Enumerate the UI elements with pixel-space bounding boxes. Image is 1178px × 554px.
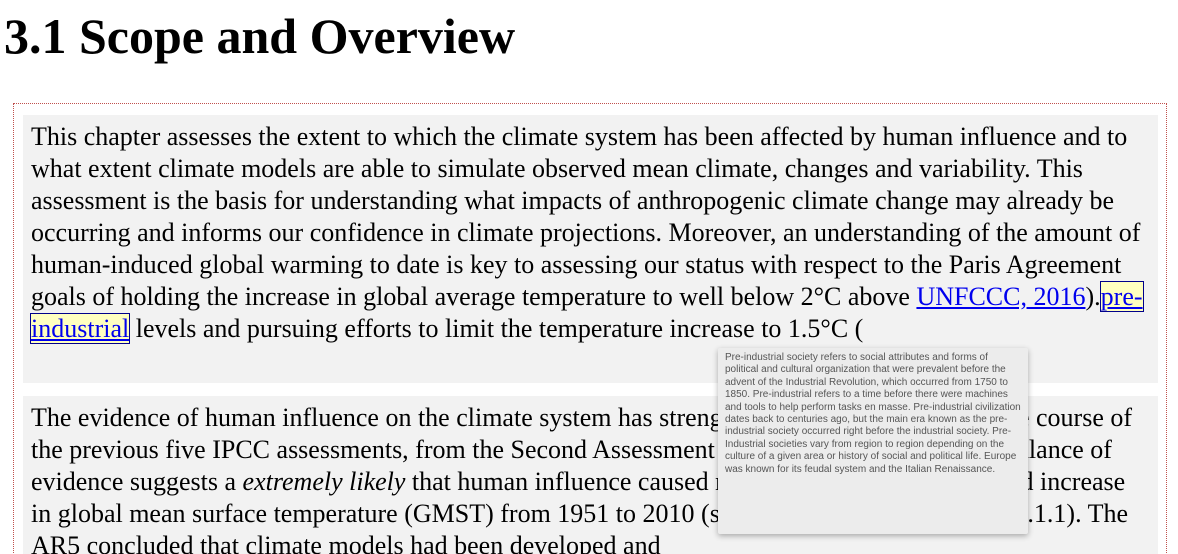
text: This chapter assesses the extent to whic… [31,122,1141,311]
text: levels and pursuing efforts to limit the… [129,314,864,343]
tooltip: Pre-industrial society refers to social … [718,348,1028,534]
link[interactable]: UNFCCC, 2016 [916,282,1086,311]
section-title: 3.1 Scope and Overview [4,8,516,64]
emphasis: extremely likely [242,467,406,496]
text: ). [1085,282,1101,311]
paragraph: This chapter assesses the extent to whic… [23,115,1158,383]
